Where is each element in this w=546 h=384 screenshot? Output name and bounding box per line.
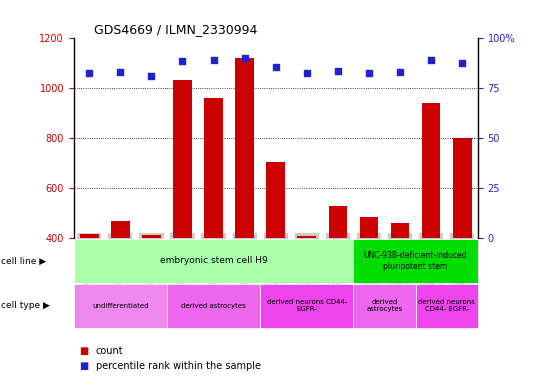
Bar (391, 223, 410, 238)
Point (302, 70, 311, 76)
Bar (111, 220, 129, 238)
Text: derived neurons
CD44- EGFR-: derived neurons CD44- EGFR- (418, 300, 475, 312)
Bar (453, 138, 472, 238)
Bar (266, 162, 285, 238)
Text: derived astrocytes: derived astrocytes (181, 303, 246, 309)
Text: percentile rank within the sample: percentile rank within the sample (96, 361, 260, 371)
Text: cell type ▶: cell type ▶ (1, 301, 50, 310)
Text: derived
astrocytes: derived astrocytes (366, 300, 402, 312)
Point (85, 70, 93, 76)
Point (178, 58, 187, 64)
Point (334, 68, 342, 74)
Text: count: count (96, 346, 123, 356)
Bar (173, 79, 192, 238)
Text: ■: ■ (79, 346, 88, 356)
Bar (298, 235, 316, 238)
Bar (235, 58, 254, 238)
Text: ■: ■ (79, 361, 88, 371)
Text: UNC-93B-deficient-induced
pluripotent stem: UNC-93B-deficient-induced pluripotent st… (364, 251, 467, 271)
Point (427, 57, 436, 63)
Bar (142, 235, 161, 238)
Bar (204, 98, 223, 238)
Text: undifferentiated: undifferentiated (92, 303, 149, 309)
Text: embryonic stem cell H9: embryonic stem cell H9 (159, 257, 268, 265)
Text: derived neurons CD44-
EGFR-: derived neurons CD44- EGFR- (266, 300, 347, 312)
Bar (360, 217, 378, 238)
Point (209, 57, 218, 63)
Bar (422, 103, 441, 238)
Bar (80, 234, 99, 238)
Point (458, 60, 467, 66)
Point (147, 73, 156, 79)
Bar (329, 206, 347, 238)
Text: GDS4669 / ILMN_2330994: GDS4669 / ILMN_2330994 (94, 23, 257, 36)
Point (240, 55, 249, 61)
Point (396, 69, 405, 75)
Point (116, 69, 124, 75)
Point (365, 70, 373, 76)
Point (271, 64, 280, 70)
Text: cell line ▶: cell line ▶ (1, 257, 46, 265)
